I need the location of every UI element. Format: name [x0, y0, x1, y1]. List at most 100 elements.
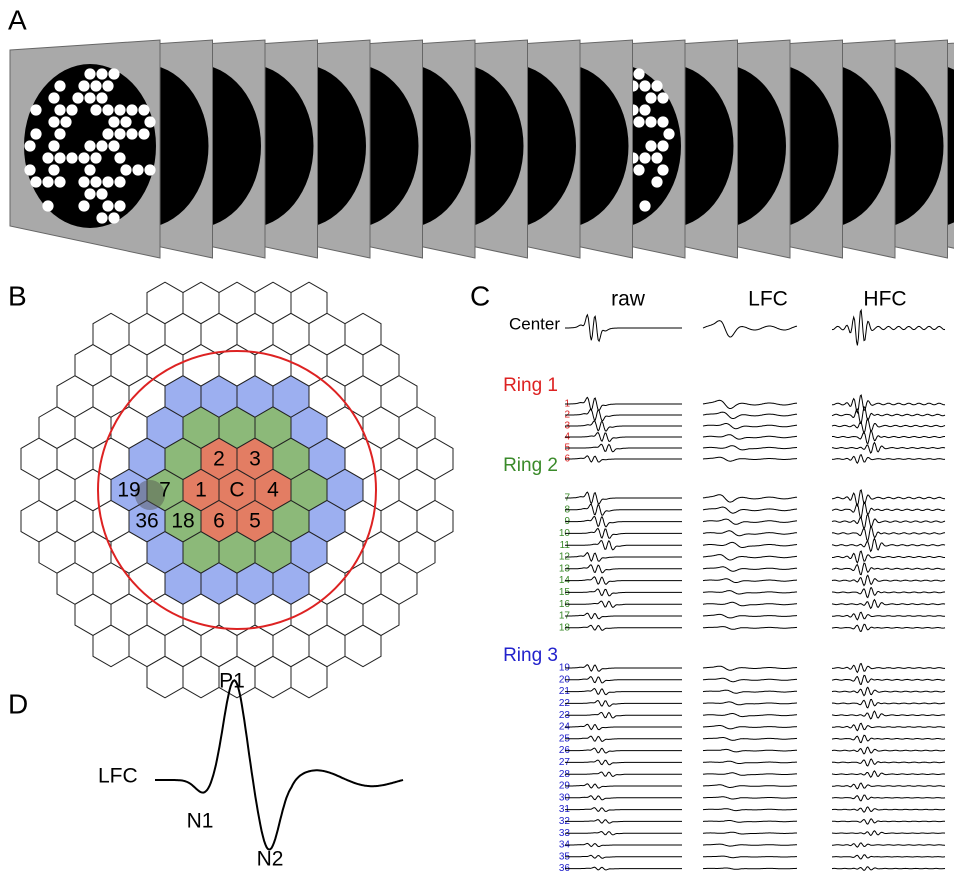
- trace: [832, 795, 945, 801]
- trace: [703, 832, 797, 834]
- white-element: [144, 164, 155, 175]
- white-element: [90, 80, 101, 91]
- white-element: [90, 104, 101, 115]
- white-element: [657, 116, 668, 127]
- white-element: [96, 212, 107, 223]
- trace: [703, 602, 797, 605]
- figure: A B C D C1234567181936 rawLFCHFCCenterRi…: [0, 0, 954, 871]
- hex-label: 5: [249, 510, 261, 533]
- trace: [565, 724, 682, 729]
- trace: [703, 749, 797, 752]
- peak-label: P1: [219, 670, 245, 693]
- stimulus-frames: [10, 40, 954, 258]
- white-element: [639, 200, 650, 211]
- waveform-panel: LFCP1N1N2: [98, 670, 403, 871]
- trace: [832, 855, 945, 859]
- trace: [703, 856, 797, 858]
- white-element: [138, 128, 149, 139]
- trace: [703, 868, 797, 869]
- white-element: [30, 176, 41, 187]
- trace: [703, 627, 797, 630]
- trace: [703, 400, 797, 408]
- trace: [832, 747, 945, 754]
- trace: [565, 689, 682, 695]
- white-element: [84, 164, 95, 175]
- trace: [832, 711, 945, 719]
- row-label: Ring 3: [503, 645, 558, 666]
- trace: [703, 321, 797, 337]
- trace: [832, 455, 945, 464]
- trace: [832, 687, 945, 695]
- white-element: [120, 116, 131, 127]
- trace-number: 36: [559, 863, 571, 871]
- white-element: [78, 80, 89, 91]
- trace: [565, 529, 682, 539]
- trace: [565, 541, 682, 550]
- trace: [832, 735, 945, 742]
- hex-label: 7: [159, 479, 171, 502]
- trace: [703, 809, 797, 811]
- trace: [703, 773, 797, 776]
- trace: [703, 446, 797, 450]
- trace: [565, 421, 682, 431]
- trace: [832, 575, 945, 585]
- white-element: [84, 92, 95, 103]
- trace: [703, 507, 797, 513]
- trace: [832, 395, 945, 413]
- trace: [832, 819, 945, 824]
- row-label: Center: [509, 314, 560, 333]
- white-element: [639, 80, 650, 91]
- frame-pattern: [24, 64, 156, 228]
- trace: [565, 665, 682, 672]
- white-element: [126, 104, 137, 115]
- trace: [565, 784, 682, 788]
- trace: [703, 702, 797, 705]
- peak-label: N2: [257, 848, 284, 871]
- trace: [703, 666, 797, 670]
- trace: [703, 738, 797, 741]
- trace: [565, 796, 682, 800]
- trace: [832, 783, 945, 789]
- white-element: [114, 176, 125, 187]
- trace: [565, 565, 682, 573]
- hex-label: 1: [195, 479, 207, 502]
- trace: [832, 831, 945, 836]
- trace: [565, 504, 682, 515]
- white-element: [96, 188, 107, 199]
- trace: [703, 435, 797, 439]
- hex-label: 4: [267, 479, 279, 502]
- trace: [565, 867, 682, 870]
- white-element: [42, 200, 53, 211]
- trace: [565, 677, 682, 683]
- hex-label: 19: [117, 479, 140, 502]
- trace: [565, 315, 682, 341]
- column-header: raw: [611, 288, 646, 311]
- row-label: Ring 2: [503, 455, 558, 476]
- trace: [832, 527, 945, 541]
- white-element: [84, 140, 95, 151]
- white-element: [90, 176, 101, 187]
- trace: [832, 675, 945, 684]
- white-element: [645, 140, 656, 151]
- trace: [703, 785, 797, 788]
- white-element: [138, 104, 149, 115]
- column-header: LFC: [748, 288, 788, 311]
- trace: [832, 490, 945, 506]
- trace: [832, 588, 945, 598]
- white-element: [114, 152, 125, 163]
- white-element: [120, 164, 131, 175]
- white-element: [114, 104, 125, 115]
- hex-label: 36: [135, 510, 158, 533]
- column-header: HFC: [863, 288, 906, 311]
- trace: [565, 589, 682, 596]
- white-element: [108, 116, 119, 127]
- white-element: [54, 80, 65, 91]
- trace: [703, 726, 797, 729]
- white-element: [84, 68, 95, 79]
- trace: [832, 502, 945, 518]
- trace: [565, 456, 682, 462]
- white-element: [66, 104, 77, 115]
- trace: [565, 492, 682, 504]
- white-element: [114, 200, 125, 211]
